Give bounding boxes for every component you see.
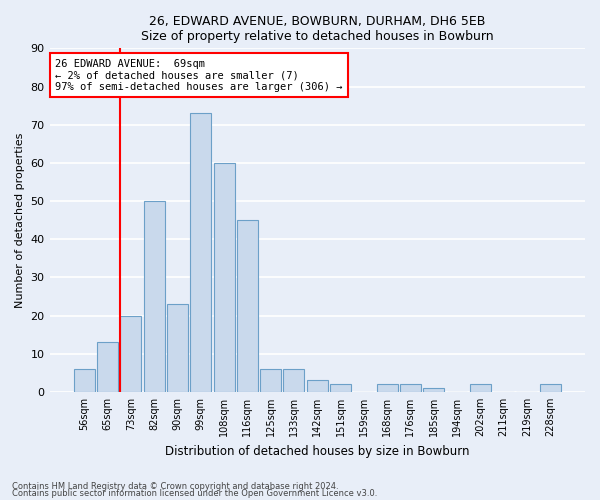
Bar	[167, 304, 188, 392]
Bar	[190, 113, 211, 392]
X-axis label: Distribution of detached houses by size in Bowburn: Distribution of detached houses by size …	[165, 444, 470, 458]
Title: 26, EDWARD AVENUE, BOWBURN, DURHAM, DH6 5EB
Size of property relative to detache: 26, EDWARD AVENUE, BOWBURN, DURHAM, DH6 …	[141, 15, 494, 43]
Bar	[283, 369, 304, 392]
Bar	[144, 201, 165, 392]
Text: Contains public sector information licensed under the Open Government Licence v3: Contains public sector information licen…	[12, 490, 377, 498]
Bar	[307, 380, 328, 392]
Bar	[74, 369, 95, 392]
Bar	[470, 384, 491, 392]
Bar	[377, 384, 398, 392]
Bar	[400, 384, 421, 392]
Bar	[121, 316, 142, 392]
Text: 26 EDWARD AVENUE:  69sqm
← 2% of detached houses are smaller (7)
97% of semi-det: 26 EDWARD AVENUE: 69sqm ← 2% of detached…	[55, 58, 343, 92]
Bar	[539, 384, 560, 392]
Bar	[214, 163, 235, 392]
Bar	[97, 342, 118, 392]
Bar	[260, 369, 281, 392]
Bar	[423, 388, 444, 392]
Y-axis label: Number of detached properties: Number of detached properties	[15, 132, 25, 308]
Bar	[237, 220, 258, 392]
Bar	[330, 384, 351, 392]
Text: Contains HM Land Registry data © Crown copyright and database right 2024.: Contains HM Land Registry data © Crown c…	[12, 482, 338, 491]
